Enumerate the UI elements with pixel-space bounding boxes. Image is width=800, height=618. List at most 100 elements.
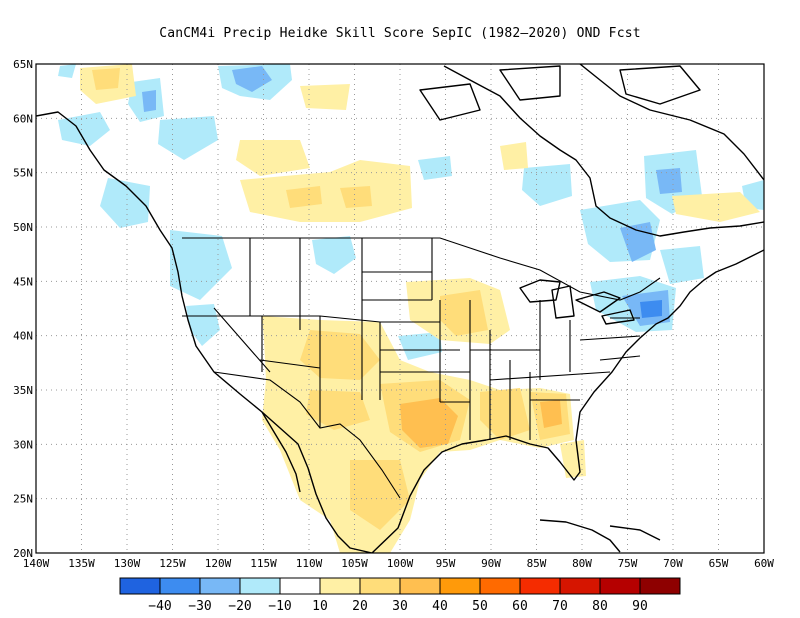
lon-tick-label: 65W	[709, 557, 729, 570]
hudson-bay-islands	[499, 65, 561, 101]
colorbar-label: −40	[148, 599, 171, 614]
lat-tick-label: 50N	[13, 221, 33, 234]
shade-patch	[440, 290, 488, 336]
lon-tick-label: 105W	[341, 557, 368, 570]
border-us-mexico	[213, 371, 401, 499]
shade-patch	[640, 300, 662, 318]
state-borders	[579, 317, 641, 361]
lon-tick-label: 80W	[572, 557, 592, 570]
lon-tick-label: 120W	[205, 557, 232, 570]
coastline	[579, 64, 764, 181]
shade-patch	[418, 156, 452, 180]
shade-patch	[400, 398, 458, 448]
shade-patch	[656, 168, 682, 194]
lon-tick-label: 125W	[159, 557, 186, 570]
shade-patch	[340, 186, 372, 208]
colorbar-swatch	[319, 577, 361, 595]
state-borders	[469, 300, 611, 440]
lat-tick-label: 65N	[13, 58, 33, 71]
colorbar-swatch	[639, 577, 681, 595]
great-lakes	[519, 279, 561, 303]
lon-tick-label: 110W	[296, 557, 323, 570]
lon-tick-label: 100W	[387, 557, 414, 570]
colorbar-label: 70	[552, 599, 568, 614]
lat-tick-label: 45N	[13, 275, 33, 288]
lat-tick-label: 35N	[13, 384, 33, 397]
hudson-bay-islands	[419, 83, 481, 121]
colorbar-label: −30	[188, 599, 211, 614]
lon-tick-label: 60W	[754, 557, 774, 570]
colorbar-swatch	[519, 577, 561, 595]
lon-tick-label: 75W	[618, 557, 638, 570]
colorbar-label: 80	[592, 599, 608, 614]
colorbar-swatch	[439, 577, 481, 595]
shade-patch	[660, 246, 704, 284]
lon-tick-label: 115W	[250, 557, 277, 570]
shade-patch	[350, 460, 410, 530]
chart-title: CanCM4i Precip Heidke Skill Score SepIC …	[159, 26, 641, 41]
colorbar-swatch	[559, 577, 601, 595]
shade-patch	[58, 64, 76, 78]
great-lakes	[551, 285, 575, 319]
lat-tick-label: 30N	[13, 438, 33, 451]
lat-tick-label: 55N	[13, 167, 33, 180]
colorbar-swatch	[239, 577, 281, 595]
colorbar-label: 10	[312, 599, 328, 614]
colorbar-swatch	[159, 577, 201, 595]
shade-patch	[58, 112, 110, 146]
lon-tick-label: 130W	[114, 557, 141, 570]
coastline	[371, 249, 764, 553]
colorbar-swatch	[479, 577, 521, 595]
shade-patch	[232, 66, 272, 92]
lat-tick-label: 40N	[13, 330, 33, 343]
colorbar-label: 30	[392, 599, 408, 614]
lon-tick-label: 90W	[481, 557, 501, 570]
state-borders	[249, 238, 441, 428]
shade-patch	[672, 192, 760, 222]
lon-tick-label: 135W	[68, 557, 95, 570]
coastline	[261, 411, 301, 493]
colorbar-label: 40	[432, 599, 448, 614]
coastline	[36, 111, 373, 553]
shade-patch	[620, 222, 656, 262]
shade-patch	[158, 116, 218, 160]
colorbar-swatch	[279, 577, 321, 595]
colorbar-label: −10	[268, 599, 291, 614]
lat-tick-label: 60N	[13, 112, 33, 125]
state-borders	[362, 271, 470, 403]
colorbar-label: 90	[632, 599, 648, 614]
shade-patch	[240, 160, 412, 222]
lon-tick-label: 140W	[23, 557, 50, 570]
lon-tick-label: 95W	[436, 557, 456, 570]
coastline	[609, 525, 661, 541]
colorbar-label: 20	[352, 599, 368, 614]
shade-patch	[398, 332, 442, 360]
hudson-bay-islands	[619, 65, 701, 105]
colorbar: −40 −30 −20 −10 10 20 30 40 50 60 70 80 90	[119, 577, 681, 614]
colorbar-swatch	[359, 577, 401, 595]
skill-shading	[58, 64, 764, 553]
shade-patch	[286, 186, 322, 208]
lat-tick-label: 25N	[13, 493, 33, 506]
shade-patch	[100, 178, 150, 228]
shade-patch	[540, 400, 562, 428]
shade-patch	[522, 164, 572, 206]
colorbar-swatch	[199, 577, 241, 595]
state-borders	[213, 307, 321, 373]
lon-tick-label: 70W	[663, 557, 683, 570]
plot-frame	[35, 63, 765, 554]
colorbar-swatch	[399, 577, 441, 595]
shade-patch	[236, 140, 310, 176]
colorbar-label: 60	[512, 599, 528, 614]
lat-tick-label: 20N	[13, 547, 33, 560]
colorbar-swatch	[599, 577, 641, 595]
shade-patch	[312, 236, 356, 274]
shade-patch	[186, 304, 220, 346]
border-us-canada	[182, 237, 661, 301]
colorbar-label: 50	[472, 599, 488, 614]
coastline	[539, 519, 621, 553]
great-lakes	[601, 309, 635, 325]
coastline	[443, 65, 764, 237]
shade-patch	[92, 68, 120, 90]
